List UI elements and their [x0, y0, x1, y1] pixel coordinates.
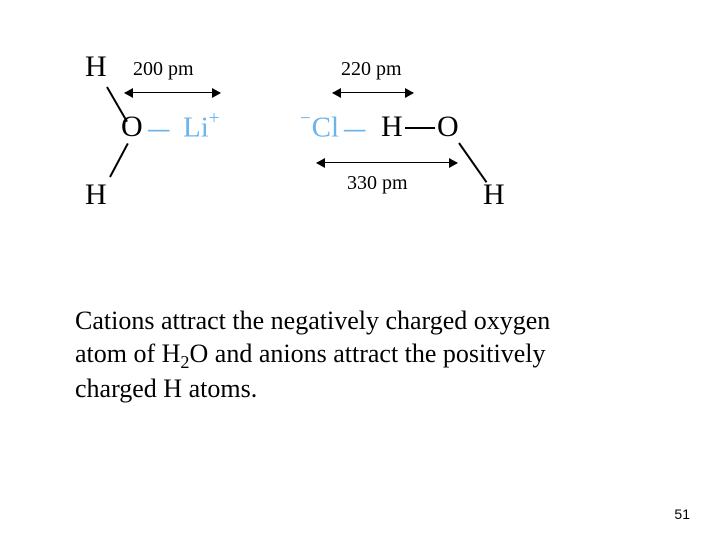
- caption-part1: Cations attract the negatively charged o…: [75, 306, 550, 335]
- slide: H O H ---- Li+ 200 pm −Cl ---- H O H 220…: [0, 0, 720, 540]
- ion-diagram: H O H ---- Li+ 200 pm −Cl ---- H O H 220…: [85, 50, 545, 270]
- ion-li-symbol: Li: [183, 112, 209, 144]
- caption-sub2: 2: [180, 352, 189, 372]
- bond-oh-tail: [458, 142, 487, 182]
- atom-h-top-left: H: [85, 50, 107, 84]
- caption-text: Cations attract the negatively charged o…: [75, 305, 655, 406]
- caption-part3: charged H atoms.: [75, 374, 257, 403]
- atom-h-tail: H: [483, 178, 505, 212]
- atom-h-bonded: H: [381, 110, 403, 144]
- ion-cl: −Cl: [300, 110, 339, 145]
- dash-bond-right: ----: [343, 116, 364, 142]
- dash-bond-left: ----: [147, 116, 168, 142]
- caption-part2b: O and anions attract the positively: [190, 339, 546, 368]
- caption-part2a: atom of H: [75, 339, 180, 368]
- distance-label-330: 330 pm: [347, 172, 408, 195]
- ion-cl-symbol: Cl: [312, 112, 339, 144]
- arrow-330pm: [317, 162, 457, 163]
- atom-h-bottom-left: H: [85, 178, 107, 212]
- ion-li-charge: +: [209, 108, 220, 129]
- bond-ho-right: [405, 127, 435, 129]
- bond-oh-bottom-left: [109, 143, 129, 177]
- atom-o-right: O: [437, 110, 459, 144]
- distance-label-220: 220 pm: [341, 58, 402, 81]
- ion-cl-charge: −: [300, 108, 311, 129]
- distance-label-200: 200 pm: [133, 58, 194, 81]
- ion-li: Li+: [183, 110, 219, 145]
- arrow-220pm: [333, 92, 413, 93]
- arrow-200pm: [125, 92, 220, 93]
- atom-o-left: O: [121, 110, 143, 144]
- page-number: 51: [674, 506, 690, 522]
